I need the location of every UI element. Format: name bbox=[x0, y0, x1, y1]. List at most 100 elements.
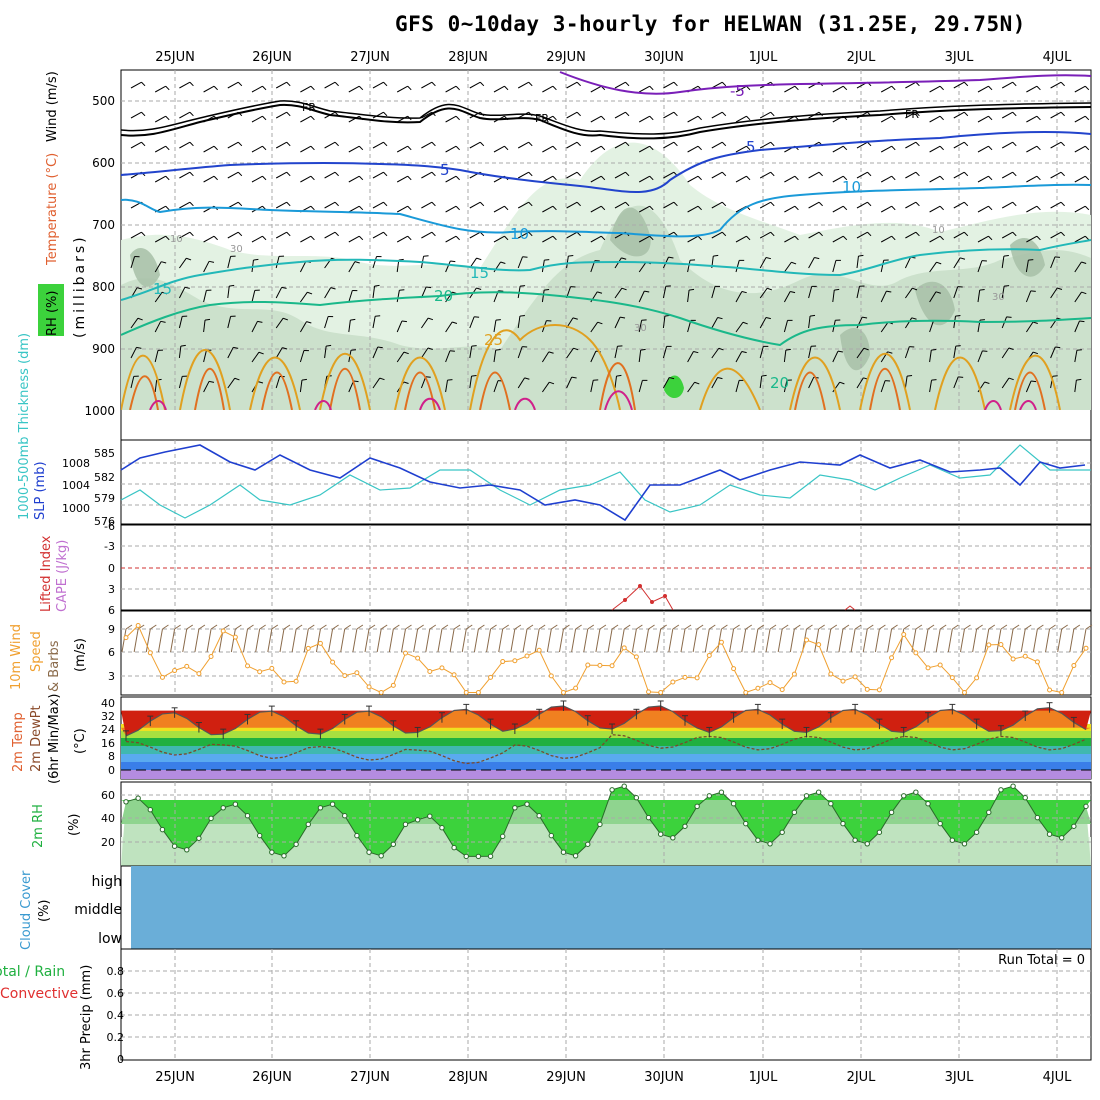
contour-label: 30 bbox=[634, 323, 647, 334]
rh-point bbox=[840, 820, 846, 827]
rh-point bbox=[621, 783, 627, 789]
rh-point bbox=[354, 832, 360, 839]
wind-speed-point bbox=[876, 687, 882, 693]
wind-barb bbox=[291, 628, 297, 653]
wind-barb bbox=[133, 628, 139, 653]
wind-barb bbox=[716, 628, 722, 653]
li-ylabel: Lifted Index bbox=[39, 535, 54, 612]
rh-point bbox=[329, 801, 336, 807]
wind-speed-point bbox=[670, 679, 676, 685]
wind-barb bbox=[972, 628, 978, 653]
date-label-bottom: 2JUL bbox=[847, 1070, 877, 1085]
wind-speed-point bbox=[269, 665, 275, 671]
rh-point bbox=[196, 835, 202, 841]
rh-point bbox=[718, 789, 725, 795]
wind-speed-point bbox=[731, 666, 737, 672]
pressure-tick: 800 bbox=[92, 280, 115, 294]
wind-barb bbox=[741, 628, 747, 653]
date-label-top: 27JUN bbox=[350, 50, 390, 65]
wind-barb bbox=[729, 628, 735, 653]
cloud-level-middle: middle bbox=[74, 902, 122, 918]
wind-barb bbox=[692, 628, 698, 653]
rh-fill-high bbox=[121, 786, 1091, 857]
rh-shade-green bbox=[664, 375, 684, 399]
rh-point bbox=[767, 841, 773, 847]
rh-point bbox=[171, 843, 178, 849]
wind-barb bbox=[352, 628, 358, 653]
wind-speed-point bbox=[415, 655, 421, 661]
date-label-top: 1JUL bbox=[749, 50, 779, 65]
rh-point bbox=[755, 837, 761, 843]
wind-barb bbox=[340, 628, 346, 653]
temp-panel: 40 32 24 16 8 0 2m Temp 2m DewPt (6hr Mi… bbox=[11, 694, 1092, 784]
rh-point bbox=[269, 849, 275, 855]
precip-tick: 0.2 bbox=[107, 1031, 125, 1044]
rh-point bbox=[1034, 814, 1041, 821]
wind-barb bbox=[996, 628, 1002, 653]
wind-speed-point bbox=[767, 680, 773, 686]
wind-barb bbox=[546, 628, 552, 653]
date-label-bottom: 4JUL bbox=[1043, 1070, 1073, 1085]
wind-barb bbox=[984, 628, 990, 653]
temp-tick: 8 bbox=[108, 750, 115, 763]
rh-point bbox=[852, 837, 858, 843]
wind-speed-point bbox=[840, 678, 846, 684]
wind-speed-point bbox=[889, 655, 895, 661]
wind-barb bbox=[315, 628, 321, 653]
wind-speed-point bbox=[1059, 689, 1065, 695]
wind-speed-point bbox=[706, 652, 712, 658]
rh-point bbox=[402, 821, 409, 828]
contour-15 bbox=[121, 239, 1091, 301]
contour-35 bbox=[149, 390, 1037, 410]
wind-barb bbox=[243, 628, 249, 653]
wind-speed-point bbox=[220, 628, 226, 634]
li-tick: -6 bbox=[104, 520, 115, 533]
cloud-level-high: high bbox=[91, 874, 122, 890]
wind-speed-point bbox=[560, 689, 566, 695]
wind-speed-point bbox=[548, 673, 554, 679]
rh-point bbox=[536, 813, 542, 819]
rh-point bbox=[281, 853, 287, 859]
wind-speed-point bbox=[791, 671, 797, 677]
wind-speed-point bbox=[804, 637, 810, 643]
chart-title: GFS 0~10day 3-hourly for HELWAN (31.25E,… bbox=[395, 12, 1026, 36]
wind-speed-point bbox=[1022, 653, 1028, 659]
rh-line bbox=[125, 785, 1087, 857]
temp-tick: 16 bbox=[101, 737, 115, 750]
wind-speed-point bbox=[245, 663, 251, 669]
wind-speed-point bbox=[1047, 687, 1053, 693]
rh-tick: 60 bbox=[101, 789, 115, 802]
date-label-bottom: 27JUN bbox=[350, 1070, 390, 1085]
contour-label: 15 bbox=[153, 280, 172, 298]
precip-tick: 0.4 bbox=[107, 1009, 125, 1022]
rh-fill bbox=[121, 786, 1091, 866]
wind-barb bbox=[145, 628, 151, 653]
rh-point bbox=[876, 829, 883, 835]
wind-barb bbox=[388, 628, 394, 653]
lifted-index-panel: -6 -3 0 3 6 Lifted Index CAPE (J/kg) bbox=[39, 520, 1092, 617]
wind-speed-point bbox=[451, 672, 457, 678]
pressure-tick: 1000 bbox=[84, 404, 115, 418]
date-label-bottom: 25JUN bbox=[155, 1070, 195, 1085]
wind-speed-point bbox=[1083, 645, 1089, 651]
date-label-top: 25JUN bbox=[155, 50, 195, 65]
rh-point bbox=[147, 807, 154, 813]
date-label-top: 3JUL bbox=[945, 50, 975, 65]
wind-speed-point bbox=[172, 668, 178, 674]
wind-barb bbox=[1081, 628, 1087, 653]
rh-point bbox=[512, 805, 518, 811]
rh-tick: 40 bbox=[101, 812, 115, 825]
pressure-tick: 900 bbox=[92, 342, 115, 356]
wind-speed-point bbox=[439, 665, 445, 671]
wind-barb bbox=[1069, 628, 1075, 653]
date-label-top: 4JUL bbox=[1043, 50, 1073, 65]
contour-freezing bbox=[121, 103, 1091, 140]
rh-point bbox=[123, 799, 129, 805]
contour-label: 10 bbox=[842, 178, 861, 196]
wind-speed-point bbox=[463, 689, 469, 695]
temp-tick: 32 bbox=[101, 710, 115, 723]
rh-point bbox=[925, 801, 931, 807]
wind-barb bbox=[1032, 628, 1038, 653]
wind-speed-point bbox=[390, 682, 396, 688]
